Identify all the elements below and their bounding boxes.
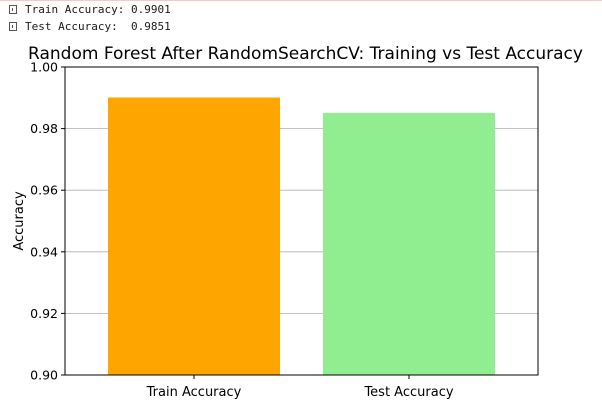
- train-accuracy-output: Train Accuracy: 0.9901: [25, 3, 171, 16]
- console-output-line: Test Accuracy: 0.9851: [9, 20, 171, 33]
- x-tick-label: Train Accuracy: [146, 385, 242, 400]
- plot-frame: [64, 66, 539, 376]
- y-axis-label: Accuracy: [12, 191, 27, 251]
- y-tick-label: 0.90: [30, 368, 58, 383]
- bar-test-accuracy: [323, 112, 495, 375]
- y-tick-label: 1.00: [30, 60, 58, 75]
- bars: [108, 97, 495, 375]
- test-accuracy-output: Test Accuracy: 0.9851: [25, 20, 171, 33]
- chart-title: Random Forest After RandomSearchCV: Trai…: [28, 44, 583, 64]
- axis-ticks: 0.90 0.92 0.94 0.96 0.98 1.00 Train Accuracy Te…: [30, 60, 454, 401]
- console-output-line: Train Accuracy: 0.9901: [9, 3, 171, 16]
- y-tick-label: 0.98: [30, 121, 58, 136]
- y-tick-label: 0.96: [30, 183, 58, 198]
- y-tick-label: 0.94: [30, 244, 58, 259]
- unrecognized-glyph-icon: [9, 22, 17, 31]
- bar-train-accuracy: [108, 97, 280, 375]
- unrecognized-glyph-icon: [9, 5, 17, 14]
- y-tick-label: 0.92: [30, 306, 58, 321]
- top-border: [0, 0, 602, 1]
- x-tick-label: Test Accuracy: [363, 385, 453, 400]
